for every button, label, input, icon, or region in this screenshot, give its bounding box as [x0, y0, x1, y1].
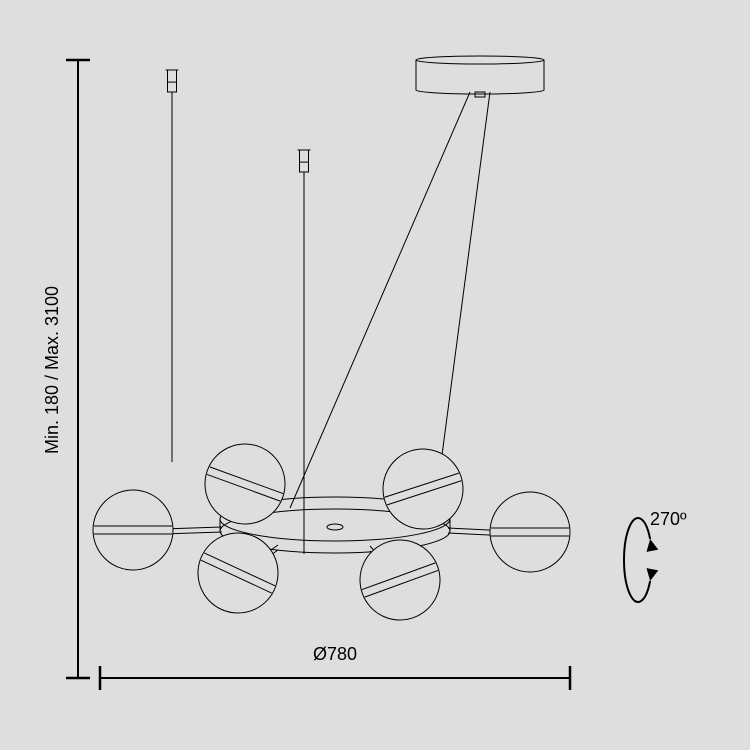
lamp-sphere: [490, 492, 570, 572]
rotation-label: 270º: [650, 509, 687, 529]
pendant-lamp-technical-drawing: Min. 180 / Max. 3100 Ø780 270º: [0, 0, 750, 750]
lamp-sphere: [93, 490, 173, 570]
dim-height-label: Min. 180 / Max. 3100: [42, 286, 62, 454]
dim-width-label: Ø780: [313, 644, 357, 664]
